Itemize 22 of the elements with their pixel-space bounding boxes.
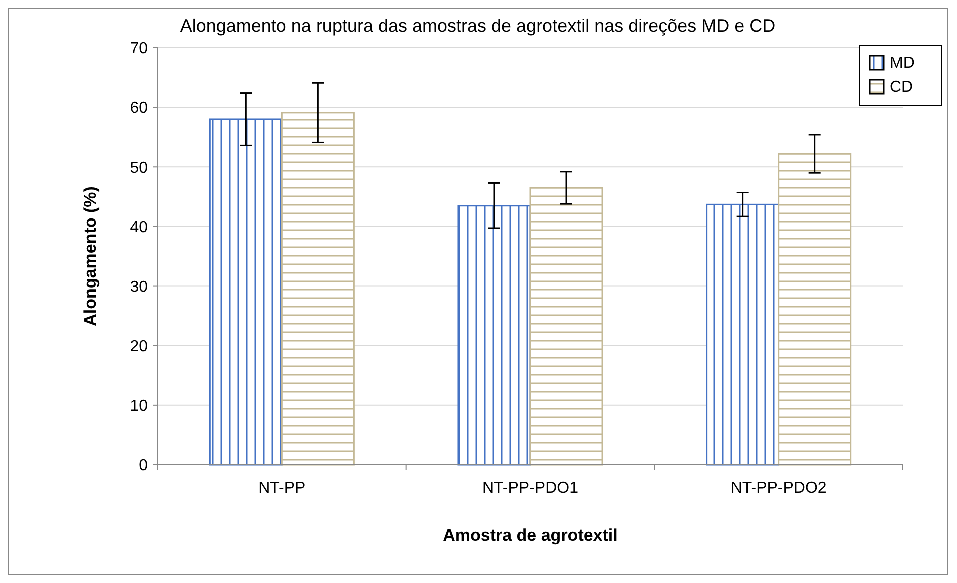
- x-tick-label: NT-PP-PDO2: [730, 480, 827, 497]
- y-tick-label: 60: [130, 100, 148, 118]
- legend-label: MD: [890, 55, 915, 72]
- y-tick-label: 10: [130, 398, 148, 416]
- bar: [530, 187, 604, 466]
- x-axis-title: Amostra de agrotextil: [443, 526, 618, 545]
- y-tick-label: 20: [130, 338, 148, 356]
- chart-title: Alongamento na ruptura das amostras de agrotextil nas direções MD e CD: [180, 16, 776, 36]
- bar: [281, 112, 355, 466]
- bar: [778, 153, 852, 466]
- y-axis-title: Alongamento (%): [81, 186, 100, 326]
- y-tick-label: 30: [130, 278, 148, 296]
- bar: [706, 204, 780, 466]
- bar: [458, 205, 532, 466]
- legend-label: CD: [890, 79, 914, 96]
- bar: [209, 118, 283, 466]
- y-tick-label: 40: [130, 219, 148, 236]
- x-tick-label: NT-PP-PDO1: [482, 480, 579, 497]
- y-tick-label: 0: [139, 458, 148, 475]
- x-tick-label: NT-PP: [258, 480, 306, 497]
- y-tick-label: 50: [130, 160, 148, 177]
- y-tick-label: 70: [130, 40, 148, 58]
